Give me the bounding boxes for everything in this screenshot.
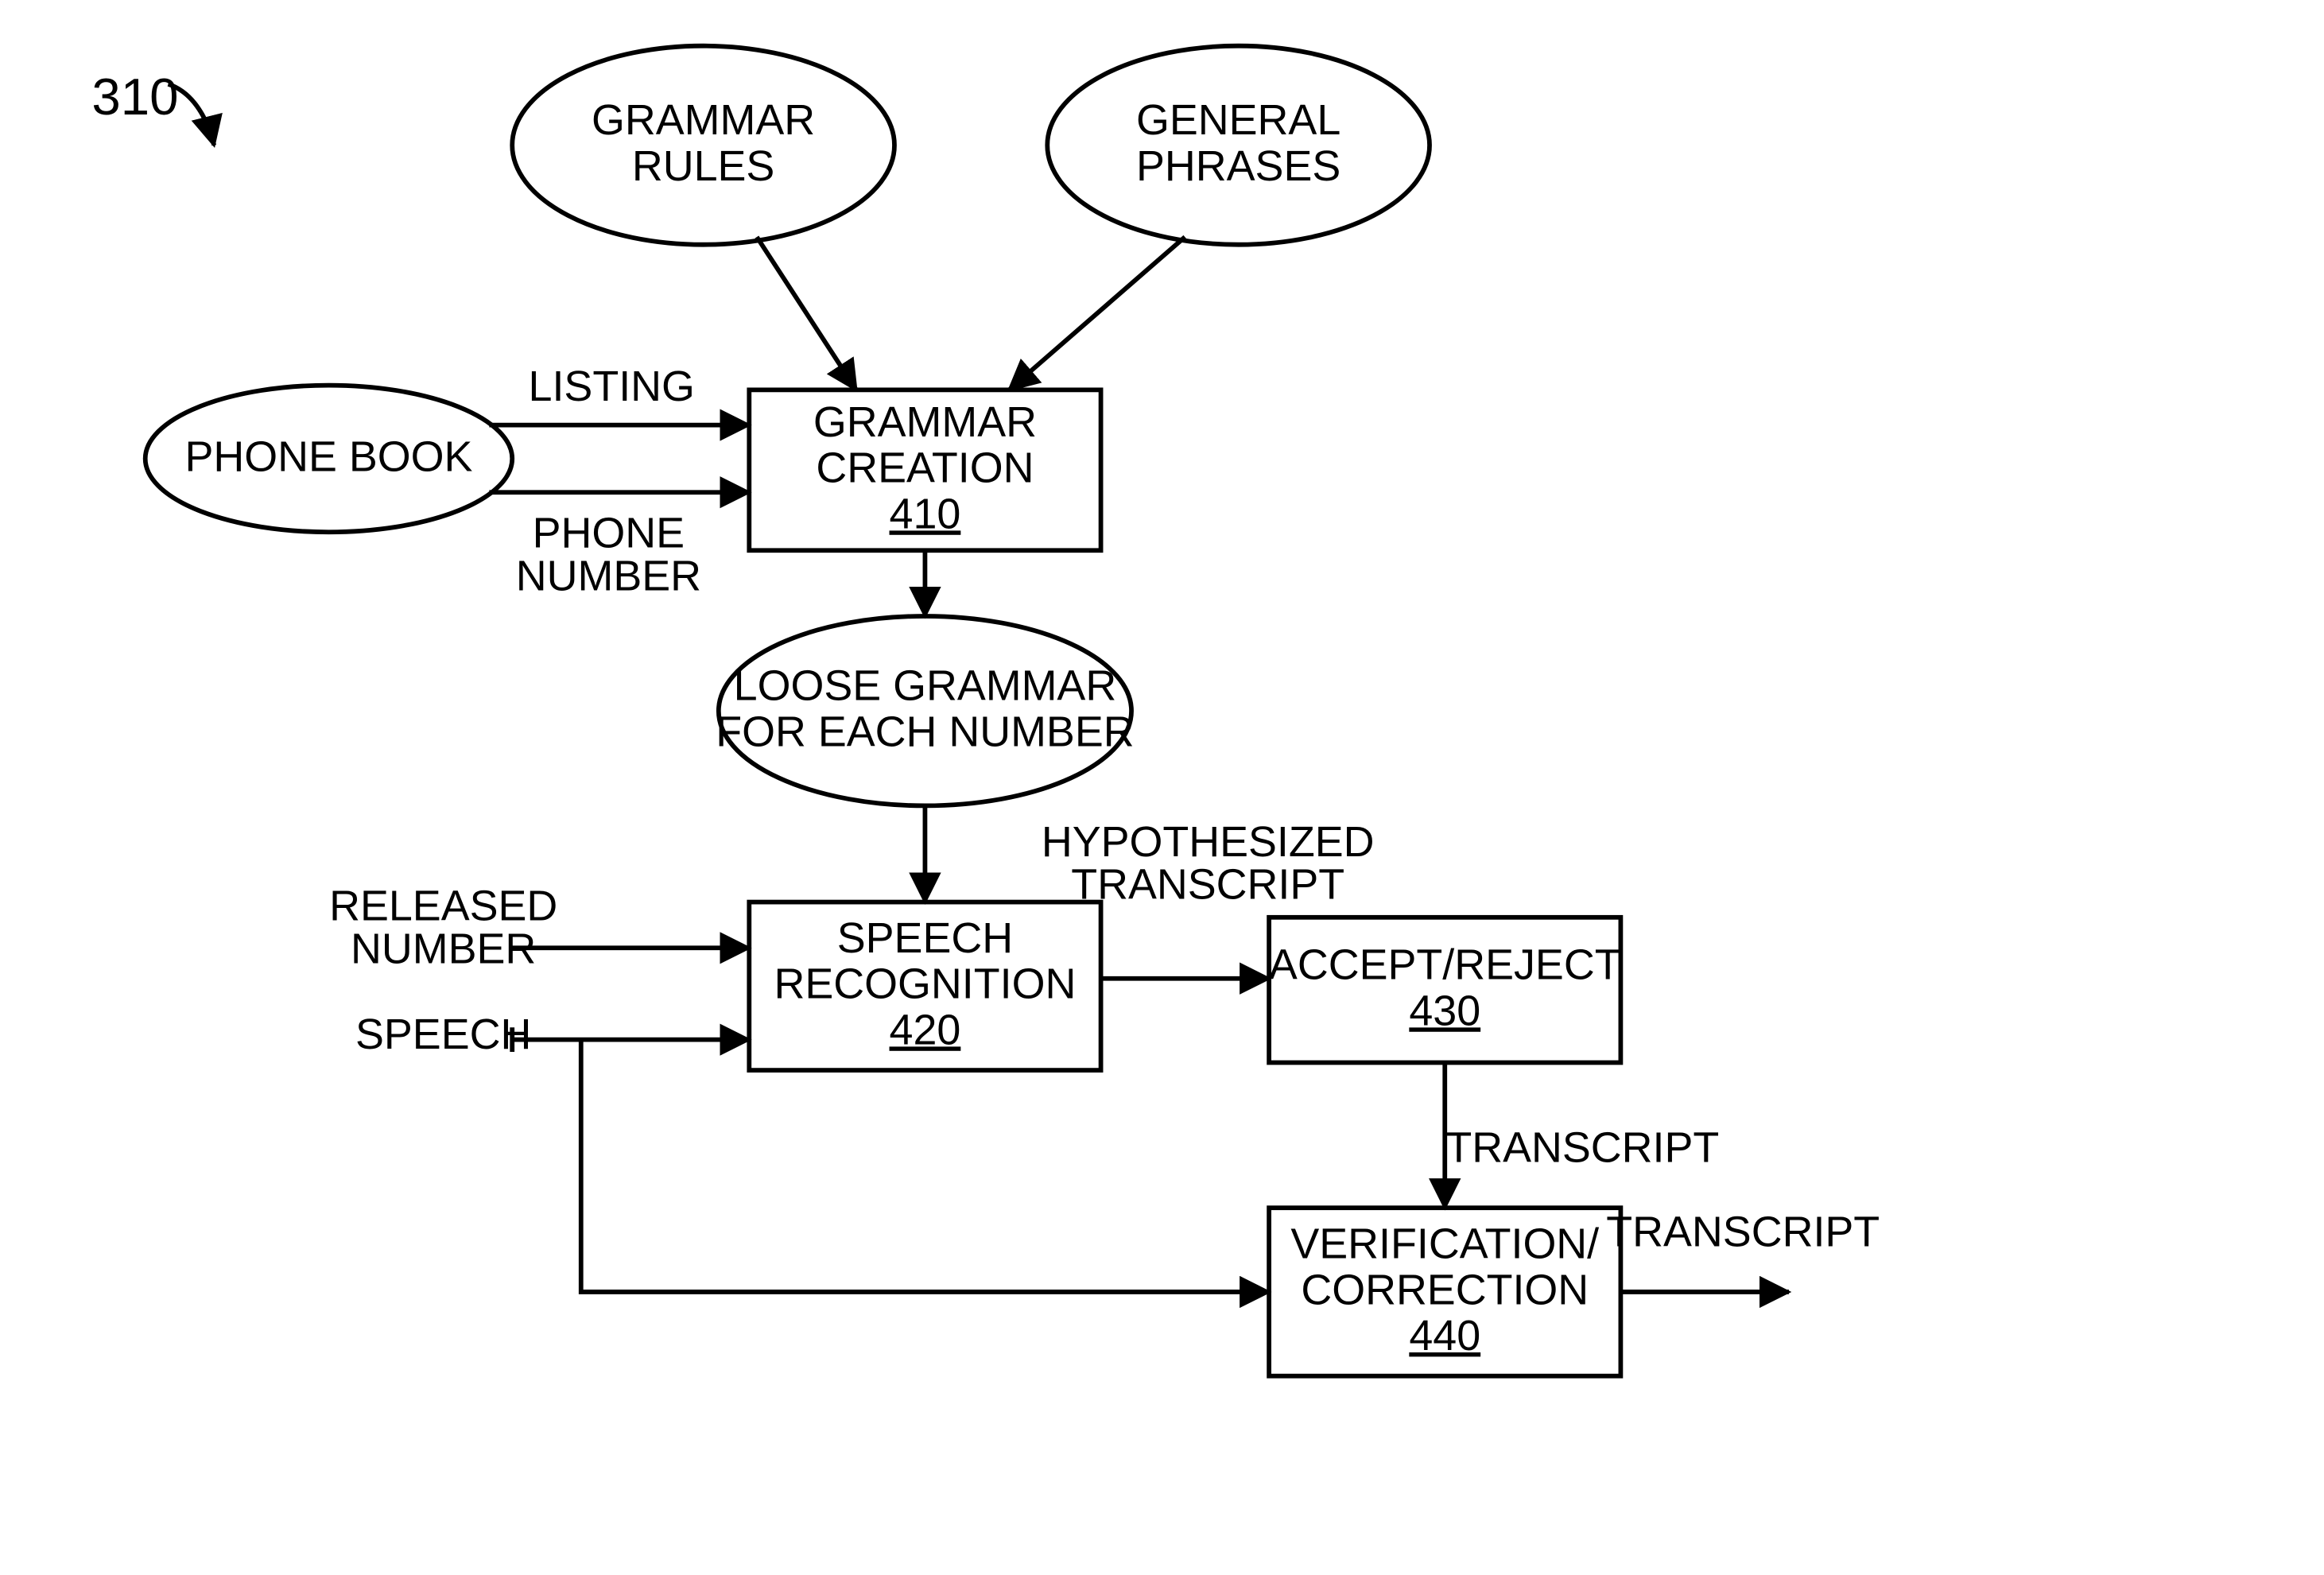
edge-label-2: LISTING xyxy=(529,363,695,410)
edge-label-6: NUMBER xyxy=(351,925,536,972)
svg-text:PHRASES: PHRASES xyxy=(1136,142,1340,190)
svg-text:GRAMMAR: GRAMMAR xyxy=(813,398,1037,446)
svg-text:VERIFICATION/: VERIFICATION/ xyxy=(1290,1220,1599,1268)
svg-text:SPEECH: SPEECH xyxy=(837,914,1013,962)
edge-label-7: SPEECH xyxy=(355,1011,531,1058)
svg-text:ACCEPT/REJECT: ACCEPT/REJECT xyxy=(1269,941,1621,989)
figure-ref: 310 xyxy=(91,68,178,126)
edge-label-11: TRANSCRIPT xyxy=(1606,1208,1880,1255)
svg-text:FOR EACH NUMBER: FOR EACH NUMBER xyxy=(716,708,1134,755)
svg-text:410: 410 xyxy=(890,490,961,537)
edge-label-8: HYPOTHESIZED xyxy=(1042,818,1375,866)
edge-label-3: NUMBER xyxy=(516,552,701,599)
edge-0 xyxy=(757,237,856,390)
svg-text:PHONE BOOK: PHONE BOOK xyxy=(184,433,472,480)
svg-text:GENERAL: GENERAL xyxy=(1136,96,1340,144)
edge-10 xyxy=(581,1040,1269,1292)
svg-text:RULES: RULES xyxy=(632,142,775,190)
edge-1 xyxy=(1009,237,1185,390)
edge-label-6: RELEASED xyxy=(329,883,557,930)
svg-text:CORRECTION: CORRECTION xyxy=(1301,1266,1589,1313)
svg-text:LOOSE GRAMMAR: LOOSE GRAMMAR xyxy=(734,662,1117,710)
svg-text:RECOGNITION: RECOGNITION xyxy=(774,960,1077,1008)
svg-text:440: 440 xyxy=(1409,1312,1480,1360)
svg-text:430: 430 xyxy=(1409,987,1480,1034)
edge-label-8: TRANSCRIPT xyxy=(1071,861,1344,909)
svg-text:420: 420 xyxy=(890,1006,961,1053)
svg-text:CREATION: CREATION xyxy=(816,444,1034,492)
edge-label-9: TRANSCRIPT xyxy=(1445,1123,1719,1171)
edge-label-3: PHONE xyxy=(533,509,685,557)
svg-text:GRAMMAR: GRAMMAR xyxy=(592,96,815,144)
